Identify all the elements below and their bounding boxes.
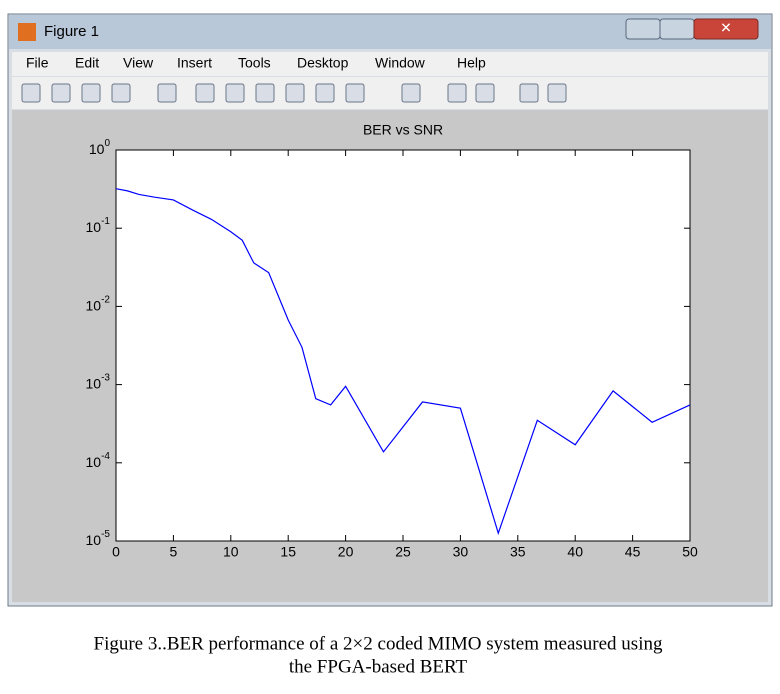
x-tick-label: 50 <box>682 544 698 560</box>
x-tick-label: 20 <box>338 544 354 560</box>
chart-title: BER vs SNR <box>363 122 443 138</box>
x-tick-label: 30 <box>453 544 469 560</box>
data-line <box>115 188 691 536</box>
x-tick-label: 5 <box>170 544 178 560</box>
window-title: Figure 1 <box>44 23 99 40</box>
x-tick-label: 40 <box>567 544 583 560</box>
y-tick-label: 10-2 <box>86 294 111 313</box>
tool-button[interactable] <box>475 83 495 103</box>
tool-button[interactable] <box>225 83 245 103</box>
x-tick-label: 25 <box>395 544 411 560</box>
plot: 0 5 10 15 20 25 30 35 40 45 50 100 10-1 10-2 10-3 10-4 1… <box>86 138 698 560</box>
menu-item[interactable]: Tools <box>238 55 271 71</box>
x-tick-label: 45 <box>625 544 641 560</box>
caption-line: the FPGA-based BERT <box>289 656 468 677</box>
y-tick-label: 100 <box>89 138 111 157</box>
minimize-button[interactable] <box>625 18 661 40</box>
tool-button[interactable] <box>447 83 467 103</box>
y-tick-label: 10-1 <box>86 216 111 235</box>
y-tick-label: 10-5 <box>86 529 111 548</box>
tool-button[interactable] <box>345 83 365 103</box>
menu-item[interactable]: Desktop <box>297 55 349 71</box>
y-tick-label: 10-4 <box>86 450 111 469</box>
menu-item[interactable]: Window <box>375 55 426 71</box>
x-tick-label: 15 <box>280 544 296 560</box>
menu-item[interactable]: File <box>26 55 49 71</box>
toolbar-icons <box>21 83 567 103</box>
maximize-button[interactable] <box>659 18 695 40</box>
tool-button[interactable] <box>111 83 131 103</box>
tool-button[interactable] <box>51 83 71 103</box>
tool-button[interactable] <box>547 83 567 103</box>
menu-item[interactable]: View <box>123 55 154 71</box>
menu-item[interactable]: Edit <box>75 55 99 71</box>
tool-button[interactable] <box>157 83 177 103</box>
x-tick-label: 35 <box>510 544 526 560</box>
menu-items: File Edit View Insert Tools Desktop Window Help <box>26 55 486 71</box>
tool-button[interactable] <box>255 83 275 103</box>
close-glyph: ✕ <box>720 20 732 36</box>
menu-bar <box>12 52 768 76</box>
tool-button[interactable] <box>21 83 41 103</box>
tool-button[interactable] <box>285 83 305 103</box>
x-tick-label: 10 <box>223 544 239 560</box>
tool-button[interactable] <box>519 83 539 103</box>
caption-line: Figure 3..BER performance of a 2×2 coded… <box>94 633 663 654</box>
x-tick-label: 0 <box>112 544 120 560</box>
menu-item[interactable]: Insert <box>177 55 212 71</box>
y-tick-label: 10-3 <box>86 372 111 391</box>
tool-button[interactable] <box>401 83 421 103</box>
tool-button[interactable] <box>81 83 101 103</box>
tool-button[interactable] <box>195 83 215 103</box>
toolbar <box>12 77 768 109</box>
plot-area <box>115 149 691 542</box>
menu-item[interactable]: Help <box>457 55 486 71</box>
tool-button[interactable] <box>315 83 335 103</box>
app-icon <box>18 23 36 41</box>
close-button[interactable] <box>693 18 759 40</box>
